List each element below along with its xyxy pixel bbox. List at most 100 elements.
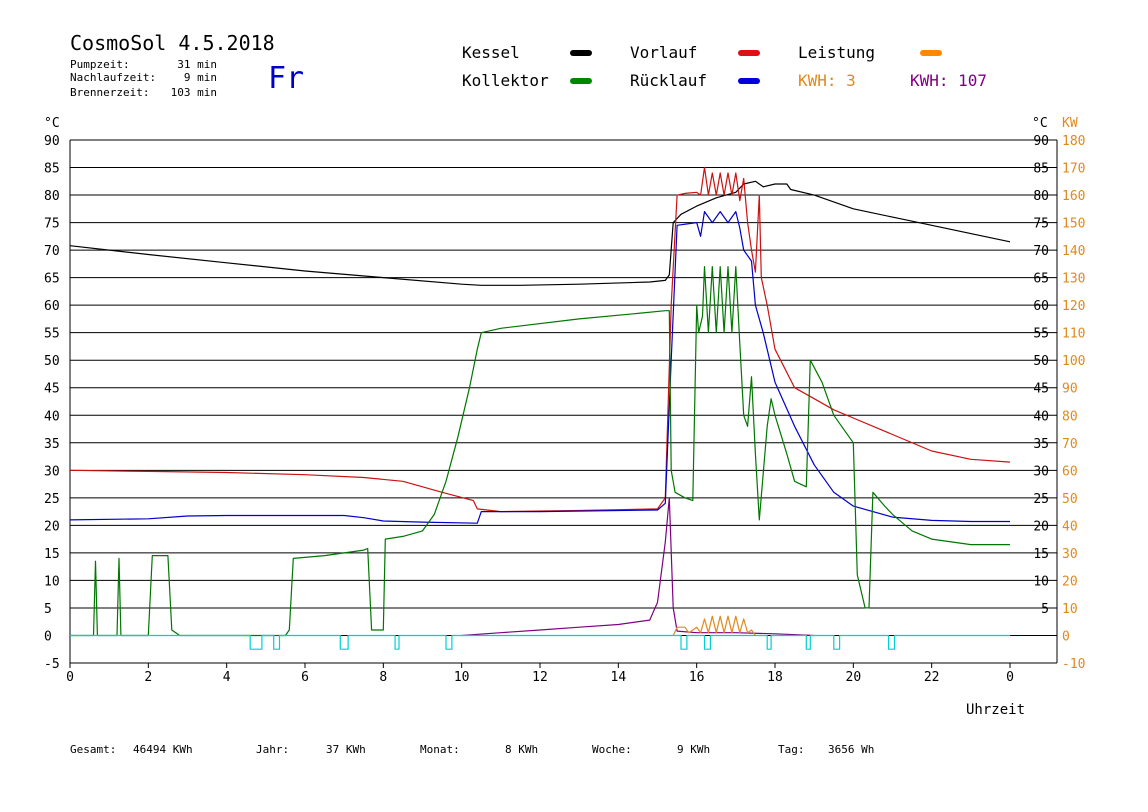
legend: Kessel Vorlauf Leistung Kollektor Rückla… bbox=[462, 43, 987, 90]
info-value-1: 31 min bbox=[177, 58, 217, 71]
x-tick-label: 4 bbox=[223, 670, 231, 685]
y-tick-label-left: 40 bbox=[44, 409, 60, 424]
y-tick-label-kw: 110 bbox=[1062, 327, 1085, 342]
x-tick-label: 20 bbox=[846, 670, 862, 685]
info-label-2: Nachlaufzeit: bbox=[70, 71, 156, 84]
y-axis-unit-right: °C bbox=[1032, 116, 1048, 131]
y-tick-label-left: 25 bbox=[44, 492, 60, 507]
footer-stats: Gesamt: 46494 KWh Jahr: 37 KWh Monat: 8 … bbox=[70, 743, 874, 756]
x-tick-label: 12 bbox=[532, 670, 548, 685]
y-tick-label-left: 20 bbox=[44, 519, 60, 534]
y-tick-label-right: 10 bbox=[1033, 574, 1049, 589]
legend-kwh-power: KWH: 3 bbox=[798, 71, 856, 90]
y-tick-label-kw: 60 bbox=[1062, 464, 1078, 479]
axis-ticks: 908580757065605550454035302520151050-590… bbox=[44, 134, 1085, 685]
y-tick-label-kw: 50 bbox=[1062, 492, 1078, 507]
stat-tag-value: 3656 Wh bbox=[828, 743, 874, 756]
legend-vorlauf-swatch bbox=[738, 50, 760, 56]
y-tick-label-left: 80 bbox=[44, 189, 60, 204]
x-tick-label: 18 bbox=[767, 670, 783, 685]
y-tick-label-left: 55 bbox=[44, 327, 60, 342]
series-line-vorlauf bbox=[69, 166, 1011, 513]
y-tick-label-kw: 0 bbox=[1062, 629, 1070, 644]
y-tick-label-right: 45 bbox=[1033, 382, 1049, 397]
stat-jahr-label: Jahr: bbox=[256, 743, 289, 756]
y-tick-label-left: 10 bbox=[44, 574, 60, 589]
x-tick-label: 16 bbox=[689, 670, 705, 685]
y-tick-label-left: 0 bbox=[44, 629, 52, 644]
legend-vorlauf-label: Vorlauf bbox=[630, 43, 697, 62]
y-tick-label-left: 50 bbox=[44, 354, 60, 369]
y-tick-label-right: 80 bbox=[1033, 189, 1049, 204]
x-tick-label: 22 bbox=[924, 670, 940, 685]
y-tick-label-right: 20 bbox=[1033, 519, 1049, 534]
y-tick-label-kw: 30 bbox=[1062, 547, 1078, 562]
stat-tag-label: Tag: bbox=[778, 743, 805, 756]
y-tick-label-kw: 180 bbox=[1062, 134, 1085, 149]
series-line-kwh-3 bbox=[672, 615, 756, 636]
legend-kwh-total: KWH: 107 bbox=[910, 71, 987, 90]
y-axis-unit-left: °C bbox=[44, 116, 60, 131]
y-tick-label-right: 15 bbox=[1033, 547, 1049, 562]
y-tick-label-right: 40 bbox=[1033, 409, 1049, 424]
info-value-2: 9 min bbox=[184, 71, 217, 84]
y-tick-label-left: 85 bbox=[44, 162, 60, 177]
y-tick-label-kw: -10 bbox=[1062, 657, 1085, 672]
legend-leistung-label: Leistung bbox=[798, 43, 875, 62]
x-tick-label: 6 bbox=[301, 670, 309, 685]
y-tick-label-right: 25 bbox=[1033, 492, 1049, 507]
legend-leistung-swatch bbox=[920, 50, 942, 56]
y-tick-label-kw: 130 bbox=[1062, 272, 1085, 287]
series-line-kollektor bbox=[70, 266, 1010, 637]
stat-woche-value: 9 KWh bbox=[677, 743, 710, 756]
legend-ruecklauf-swatch bbox=[738, 78, 760, 84]
y-tick-label-left: 60 bbox=[44, 299, 60, 314]
y-tick-label-left: 5 bbox=[44, 602, 52, 617]
legend-kessel-swatch bbox=[570, 50, 592, 56]
y-tick-label-right: 30 bbox=[1033, 464, 1049, 479]
y-tick-label-kw: 40 bbox=[1062, 519, 1078, 534]
y-tick-label-left: 75 bbox=[44, 217, 60, 232]
y-tick-label-left: -5 bbox=[44, 657, 60, 672]
y-tick-label-kw: 140 bbox=[1062, 244, 1085, 259]
legend-kollektor-swatch bbox=[570, 78, 592, 84]
x-tick-label: 0 bbox=[1006, 670, 1014, 685]
y-tick-label-right: 35 bbox=[1033, 437, 1049, 452]
stat-gesamt-value: 46494 KWh bbox=[133, 743, 193, 756]
y-tick-label-kw: 100 bbox=[1062, 354, 1085, 369]
y-tick-label-kw: 150 bbox=[1062, 217, 1085, 232]
stat-monat-label: Monat: bbox=[420, 743, 460, 756]
series-line-pumpe bbox=[70, 634, 1010, 650]
x-tick-label: 0 bbox=[66, 670, 74, 685]
y-tick-label-right: 70 bbox=[1033, 244, 1049, 259]
legend-kollektor-label: Kollektor bbox=[462, 71, 549, 90]
y-tick-label-right: 65 bbox=[1033, 272, 1049, 287]
y-tick-label-kw: 160 bbox=[1062, 189, 1085, 204]
series-layer bbox=[69, 166, 1011, 650]
stat-gesamt-label: Gesamt: bbox=[70, 743, 116, 756]
y-tick-label-right: 60 bbox=[1033, 299, 1049, 314]
y-tick-label-left: 90 bbox=[44, 134, 60, 149]
y-tick-label-right: 55 bbox=[1033, 327, 1049, 342]
y-tick-label-kw: 80 bbox=[1062, 409, 1078, 424]
y-tick-label-left: 65 bbox=[44, 272, 60, 287]
page-title: CosmoSol 4.5.2018 bbox=[70, 31, 275, 55]
y-tick-label-left: 15 bbox=[44, 547, 60, 562]
y-axis-unit-kw: KW bbox=[1062, 116, 1078, 131]
y-tick-label-right: 90 bbox=[1033, 134, 1049, 149]
y-tick-label-kw: 170 bbox=[1062, 162, 1085, 177]
grid bbox=[69, 139, 1058, 664]
legend-ruecklauf-label: Rücklauf bbox=[630, 71, 707, 90]
y-tick-label-left: 35 bbox=[44, 437, 60, 452]
y-tick-label-kw: 120 bbox=[1062, 299, 1085, 314]
y-tick-label-kw: 70 bbox=[1062, 437, 1078, 452]
y-tick-label-kw: 90 bbox=[1062, 382, 1078, 397]
x-tick-label: 10 bbox=[454, 670, 470, 685]
stat-monat-value: 8 KWh bbox=[505, 743, 538, 756]
x-tick-label: 2 bbox=[144, 670, 152, 685]
series-line-r-cklauf bbox=[69, 211, 1010, 524]
y-tick-label-kw: 20 bbox=[1062, 574, 1078, 589]
series-line-kessel bbox=[69, 180, 1011, 286]
info-label-3: Brennerzeit: bbox=[70, 86, 149, 99]
